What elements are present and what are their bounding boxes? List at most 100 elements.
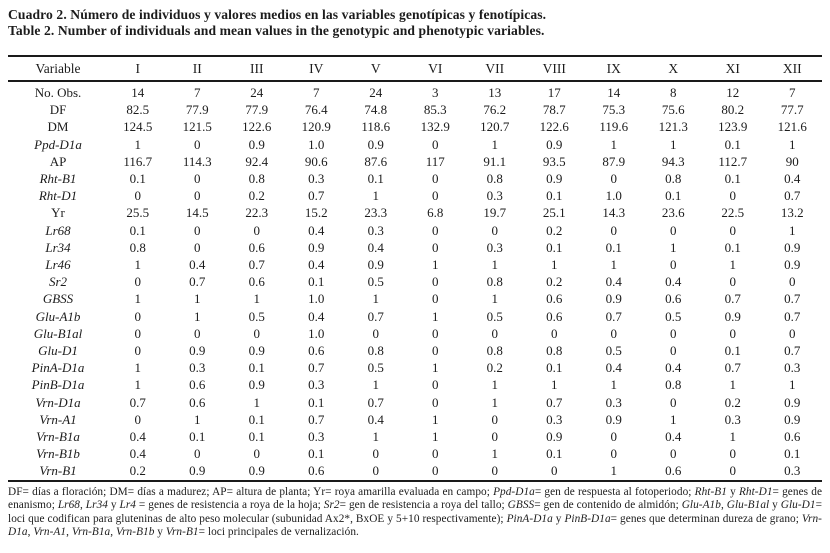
caption-english: Table 2. Number of individuals and mean … — [8, 23, 545, 38]
value-cell: 82.5 — [126, 102, 150, 118]
value-cell: 0 — [491, 325, 499, 341]
value-cell: 0.4 — [308, 308, 325, 324]
value-cell: 0.7 — [724, 360, 741, 376]
value-cell: 1 — [372, 429, 380, 445]
footnote-text-segment: = gen de contenido de almidón; — [534, 499, 682, 512]
value-cell: 0.4 — [665, 274, 682, 290]
value-cell: 0 — [134, 188, 142, 204]
value-cell: 122.6 — [242, 119, 272, 135]
value-cell: 0.1 — [308, 274, 325, 290]
value-cell: 0.1 — [724, 136, 741, 152]
table-row: Rht-B1 0.1 0 0.8 0.3 0.1 0 0.8 0.9 0 0.8 0.1 0.4 — [8, 170, 822, 187]
footnote-gene-name: PinB-D1a — [564, 512, 611, 525]
value-cell: 0 — [670, 394, 677, 410]
value-cell: 0 — [670, 222, 677, 238]
value-cell: 0.1 — [724, 343, 741, 359]
value-cell: 90 — [785, 153, 799, 169]
value-cell: 0.1 — [189, 429, 206, 445]
variable-name-cell: Ppd-D1a — [34, 136, 82, 152]
table-row: GBSS 1 1 1 1.0 1 0 1 0.6 0.9 0.6 0.7 0.7 — [8, 290, 822, 307]
value-cell: 8 — [670, 85, 677, 100]
value-cell: 0.4 — [367, 411, 384, 427]
value-cell: 0 — [491, 463, 499, 479]
value-cell: 0 — [194, 171, 201, 187]
value-cell: 0.9 — [605, 291, 622, 307]
column-header-group: VI — [428, 61, 443, 76]
variable-name-cell: Vrn-B1b — [36, 446, 80, 462]
value-cell: 0.3 — [367, 222, 384, 238]
footnote-gene-name: Vrn-B1b — [116, 526, 155, 539]
column-header-group: V — [370, 61, 381, 76]
value-cell: 0.5 — [367, 360, 384, 376]
value-cell: 0 — [194, 136, 201, 152]
variable-name-cell: No. Obs. — [34, 85, 82, 100]
value-cell: 0.4 — [665, 360, 682, 376]
value-cell: 0 — [432, 274, 439, 290]
value-cell: 0.9 — [248, 463, 265, 479]
value-cell: 25.1 — [542, 205, 566, 221]
value-cell: 0.9 — [189, 343, 206, 359]
value-cell: 122.6 — [539, 119, 569, 135]
column-header-group: I — [135, 61, 141, 76]
footnote-gene-name: GBSS — [507, 499, 535, 512]
value-cell: 0.3 — [308, 171, 325, 187]
value-cell: 19.7 — [483, 205, 507, 221]
column-header-group: IX — [606, 61, 621, 76]
value-cell: 0.4 — [367, 239, 384, 255]
value-cell: 1 — [729, 257, 737, 273]
variable-name-cell: Vrn-A1 — [39, 411, 77, 427]
value-cell: 1 — [491, 394, 499, 410]
footnote-text-segment: , — [80, 499, 86, 512]
value-cell: 119.6 — [599, 119, 629, 135]
value-cell: 0 — [194, 239, 201, 255]
value-cell: 0 — [253, 222, 261, 238]
value-cell: 0.6 — [308, 343, 325, 359]
value-cell: 0 — [610, 325, 618, 341]
footnote-gene-name: Ppd-D1a — [493, 485, 535, 498]
value-cell: 1 — [789, 377, 796, 393]
value-cell: 0 — [610, 222, 618, 238]
value-cell: 0.8 — [248, 171, 265, 187]
value-cell: 0.7 — [308, 411, 325, 427]
value-cell: 117 — [425, 153, 445, 169]
variable-name-cell: DM — [47, 119, 69, 135]
value-cell: 0 — [194, 188, 201, 204]
value-cell: 13.2 — [780, 205, 804, 221]
value-cell: 76.4 — [304, 102, 328, 118]
footnote-text-segment: DF= días a floración; DM= días a madurez… — [8, 485, 494, 498]
value-cell: 0.8 — [665, 171, 682, 187]
value-cell: 0.2 — [546, 274, 563, 290]
footnote-gene-name: Glu-D1 — [780, 499, 816, 512]
value-cell: 0.8 — [486, 171, 503, 187]
value-cell: 0 — [670, 446, 677, 462]
value-cell: 1 — [432, 257, 439, 273]
value-cell: 0 — [670, 257, 677, 273]
value-cell: 1 — [729, 377, 737, 393]
footnote-text-segment: = genes que determinan dureza de grano; — [610, 512, 802, 525]
value-cell: 1 — [194, 291, 201, 307]
value-cell: 0.3 — [189, 360, 206, 376]
value-cell: 1 — [194, 411, 201, 427]
value-cell: 0 — [372, 463, 380, 479]
value-cell: 0.3 — [546, 411, 563, 427]
variable-name-cell: Rht-D1 — [38, 188, 78, 204]
value-cell: 0 — [432, 446, 439, 462]
value-cell: 1 — [670, 411, 677, 427]
value-cell: 0.4 — [605, 274, 622, 290]
value-cell: 15.2 — [304, 205, 328, 221]
value-cell: 0.2 — [546, 222, 563, 238]
value-cell: 0.6 — [189, 394, 206, 410]
value-cell: 123.9 — [718, 119, 748, 135]
variable-name-cell: GBSS — [42, 291, 74, 307]
value-cell: 0.6 — [546, 308, 563, 324]
value-cell: 0.9 — [189, 463, 206, 479]
value-cell: 0.2 — [129, 463, 146, 479]
column-header-group: XI — [725, 61, 740, 76]
table-row: Vrn-A1 0 1 0.1 0.7 0.4 1 0 0.3 0.9 1 0.3 0.9 — [8, 411, 822, 428]
value-cell: 1 — [432, 411, 439, 427]
value-cell: 116.7 — [123, 153, 153, 169]
value-cell: 0.8 — [486, 274, 503, 290]
value-cell: 0.9 — [248, 343, 265, 359]
value-cell: 0.6 — [665, 291, 682, 307]
value-cell: 0.9 — [248, 136, 265, 152]
